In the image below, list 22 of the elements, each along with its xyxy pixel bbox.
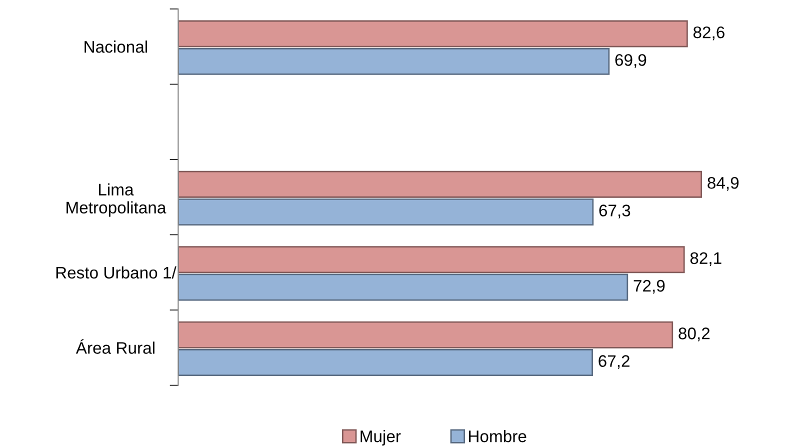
legend-label: Mujer [360, 430, 401, 446]
data-label: 67,2 [598, 355, 630, 369]
y-tick-label: Lima Metropolitana [66, 183, 166, 217]
data-label: 82,6 [693, 26, 724, 40]
bar [178, 198, 594, 226]
y-tick-label: Nacional [84, 40, 148, 53]
bar [178, 20, 688, 48]
data-label: 80,2 [678, 328, 710, 342]
y-tick-label: Resto Urbano 1/ [56, 266, 176, 279]
bar [178, 170, 702, 198]
bar [178, 274, 628, 301]
bar [178, 48, 610, 75]
y-tick-label: Área Rural [76, 339, 154, 354]
bar [178, 246, 685, 274]
data-label: 69,9 [615, 54, 646, 68]
data-label: 84,9 [708, 176, 739, 191]
data-label: 72,9 [634, 280, 665, 294]
data-label: 82,1 [690, 252, 722, 266]
bar [178, 321, 674, 348]
bar [178, 349, 593, 376]
data-label: 67,3 [599, 204, 630, 218]
legend-label: Hombre [469, 430, 526, 442]
